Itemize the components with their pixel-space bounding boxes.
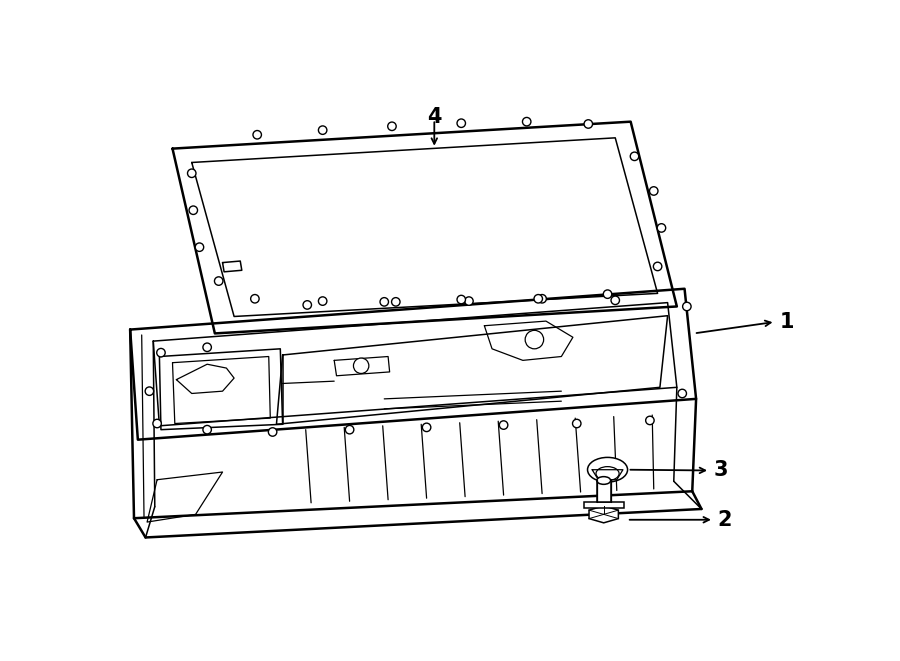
Circle shape: [457, 295, 465, 304]
Polygon shape: [589, 506, 618, 523]
Circle shape: [189, 206, 197, 214]
Ellipse shape: [596, 467, 619, 481]
Circle shape: [187, 169, 196, 178]
Circle shape: [572, 419, 581, 428]
Circle shape: [653, 262, 662, 270]
Circle shape: [145, 387, 154, 395]
Circle shape: [584, 120, 592, 128]
Circle shape: [457, 119, 465, 128]
Circle shape: [268, 428, 277, 436]
Polygon shape: [597, 481, 610, 502]
Ellipse shape: [588, 457, 627, 482]
Circle shape: [202, 343, 211, 352]
Circle shape: [195, 243, 203, 251]
Circle shape: [500, 421, 508, 429]
Circle shape: [464, 297, 473, 305]
Circle shape: [319, 297, 327, 305]
Circle shape: [319, 126, 327, 134]
Circle shape: [650, 187, 658, 195]
Polygon shape: [584, 502, 624, 508]
Circle shape: [214, 277, 223, 286]
Circle shape: [253, 130, 261, 139]
Circle shape: [538, 295, 546, 303]
Circle shape: [202, 426, 211, 434]
Circle shape: [630, 152, 639, 161]
Text: 1: 1: [779, 312, 794, 332]
Circle shape: [388, 122, 396, 130]
Circle shape: [611, 296, 619, 305]
Ellipse shape: [597, 477, 610, 485]
Circle shape: [392, 297, 400, 306]
Circle shape: [303, 301, 311, 309]
Circle shape: [153, 419, 161, 428]
Circle shape: [422, 423, 431, 432]
Circle shape: [678, 389, 687, 398]
Circle shape: [523, 118, 531, 126]
Circle shape: [354, 358, 369, 373]
Circle shape: [657, 223, 666, 232]
Text: 3: 3: [714, 461, 728, 481]
Circle shape: [645, 416, 654, 424]
Circle shape: [534, 295, 543, 303]
Text: 2: 2: [717, 510, 733, 529]
Text: 4: 4: [428, 107, 442, 127]
Circle shape: [157, 348, 166, 357]
Circle shape: [603, 290, 612, 298]
Circle shape: [682, 302, 691, 311]
Circle shape: [346, 426, 354, 434]
Circle shape: [526, 330, 544, 349]
Circle shape: [380, 297, 389, 306]
Circle shape: [251, 295, 259, 303]
